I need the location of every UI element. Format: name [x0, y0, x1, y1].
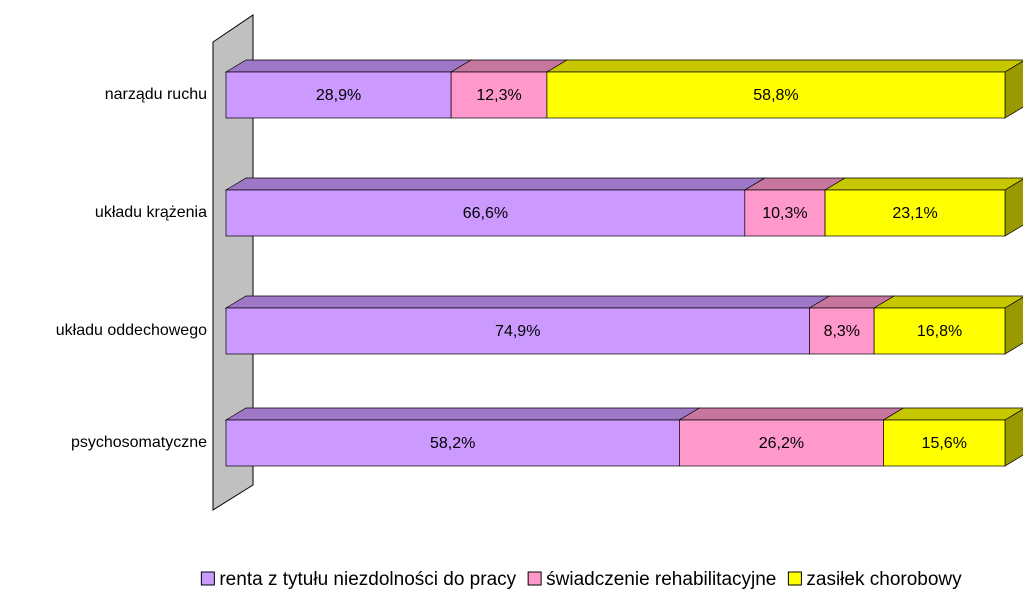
- y-tick-label: układu krążenia: [95, 204, 207, 221]
- bar: [450, 71, 548, 119]
- data-label: 16,8%: [917, 323, 962, 340]
- legend-label: świadczenie rehabilitacyjne: [546, 569, 776, 590]
- bar-top: [678, 407, 905, 421]
- legend-swatch: [527, 571, 542, 586]
- data-label: 12,3%: [476, 87, 521, 104]
- bar-top: [823, 177, 1023, 191]
- data-label: 26,2%: [759, 435, 804, 452]
- legend-label: renta z tytułu niezdolności do pracy: [219, 569, 516, 590]
- data-label: 58,2%: [430, 435, 475, 452]
- y-tick-label: narządu ruchu: [105, 86, 207, 103]
- bar: [225, 307, 810, 355]
- data-label: 23,1%: [892, 205, 937, 222]
- bar: [225, 71, 452, 119]
- bar: [873, 307, 1006, 355]
- data-label: 10,3%: [762, 205, 807, 222]
- bar: [679, 419, 884, 467]
- bar-top: [224, 407, 701, 421]
- bar: [546, 71, 1006, 119]
- bar-top: [882, 407, 1023, 421]
- legend-swatch: [200, 571, 215, 586]
- bar: [744, 189, 826, 237]
- y-tick-label: psychosomatyczne: [71, 434, 207, 451]
- bar-top: [224, 59, 473, 73]
- bar-top: [224, 295, 831, 309]
- bar-top: [872, 295, 1023, 309]
- bar-top: [224, 177, 767, 191]
- bar: [824, 189, 1006, 237]
- chart-wall: [212, 14, 254, 511]
- data-label: 74,9%: [495, 323, 540, 340]
- data-label: 8,3%: [824, 323, 860, 340]
- data-label: 66,6%: [463, 205, 508, 222]
- data-label: 58,8%: [753, 87, 798, 104]
- bar-top: [545, 59, 1023, 73]
- bar: [809, 307, 875, 355]
- legend-label: zasiłek chorobowy: [806, 569, 962, 590]
- bar: [225, 189, 746, 237]
- bar: [883, 419, 1006, 467]
- data-label: 15,6%: [922, 435, 967, 452]
- legend-swatch: [787, 571, 802, 586]
- data-label: 28,9%: [316, 87, 361, 104]
- y-tick-label: układu oddechowego: [56, 322, 207, 339]
